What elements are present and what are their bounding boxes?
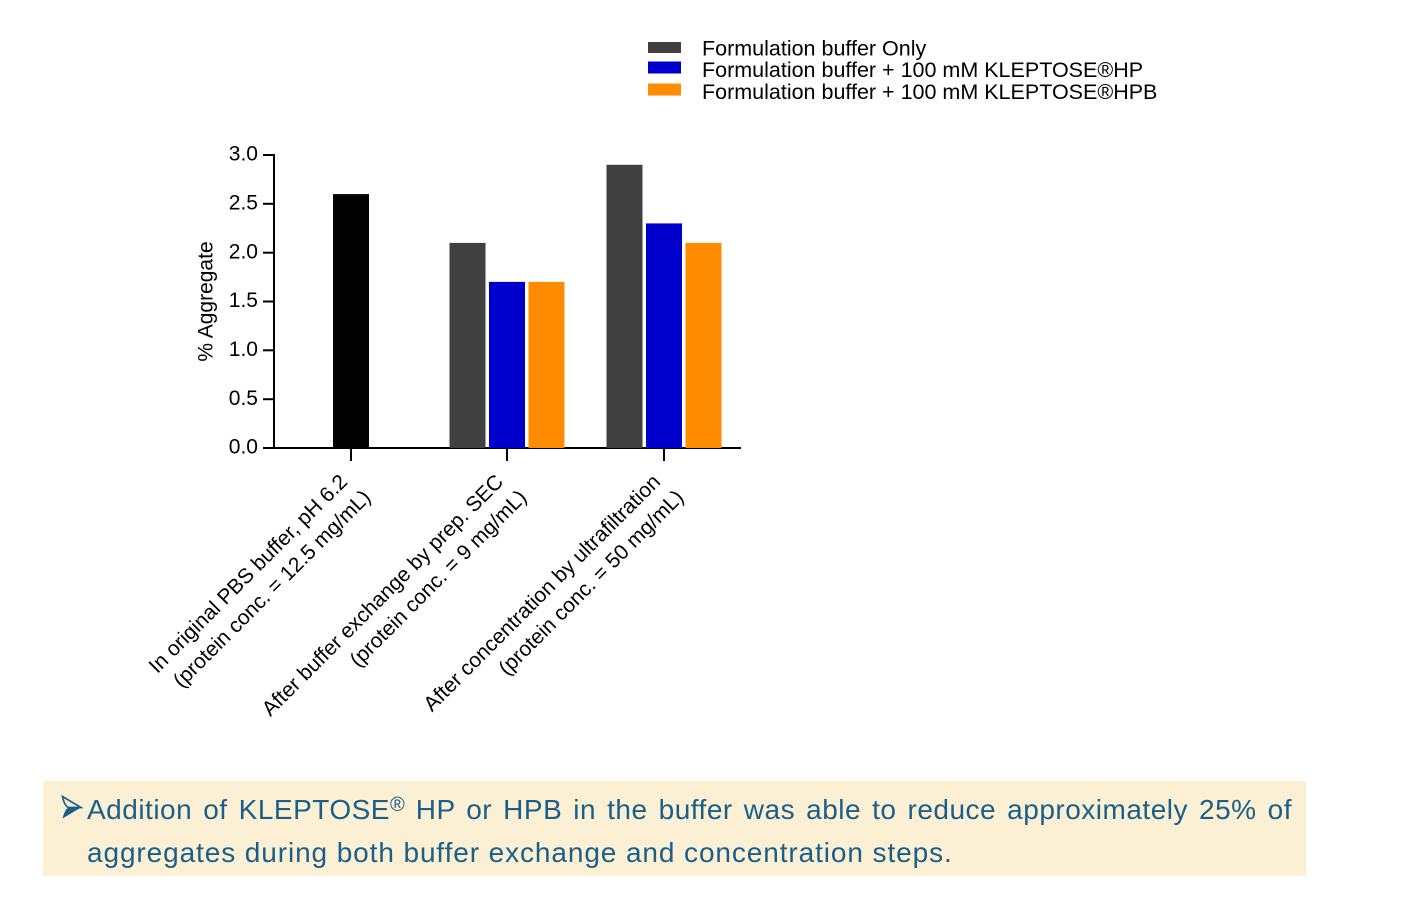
svg-text:% Aggregate: % Aggregate — [195, 241, 218, 361]
svg-text:Formulation buffer + 100 mM KL: Formulation buffer + 100 mM KLEPTOSE®HP — [702, 58, 1143, 82]
svg-text:(protein conc. = 12.5 mg/mL): (protein conc. = 12.5 mg/mL) — [169, 486, 376, 693]
svg-text:0.0: 0.0 — [229, 436, 258, 459]
svg-text:Formulation buffer Only: Formulation buffer Only — [702, 37, 927, 61]
svg-text:3.0: 3.0 — [229, 143, 258, 166]
svg-text:0.5: 0.5 — [229, 387, 258, 410]
svg-text:Formulation buffer + 100 mM KL: Formulation buffer + 100 mM KLEPTOSE®HPB — [702, 80, 1157, 104]
svg-text:1.5: 1.5 — [229, 289, 258, 312]
svg-text:2.5: 2.5 — [229, 192, 258, 215]
svg-text:2.0: 2.0 — [229, 240, 258, 263]
svg-text:After buffer exchange by prep.: After buffer exchange by prep. SEC — [258, 470, 508, 720]
svg-text:1.0: 1.0 — [229, 338, 258, 361]
svg-text:(protein conc. = 50 mg/mL): (protein conc. = 50 mg/mL) — [494, 486, 688, 680]
